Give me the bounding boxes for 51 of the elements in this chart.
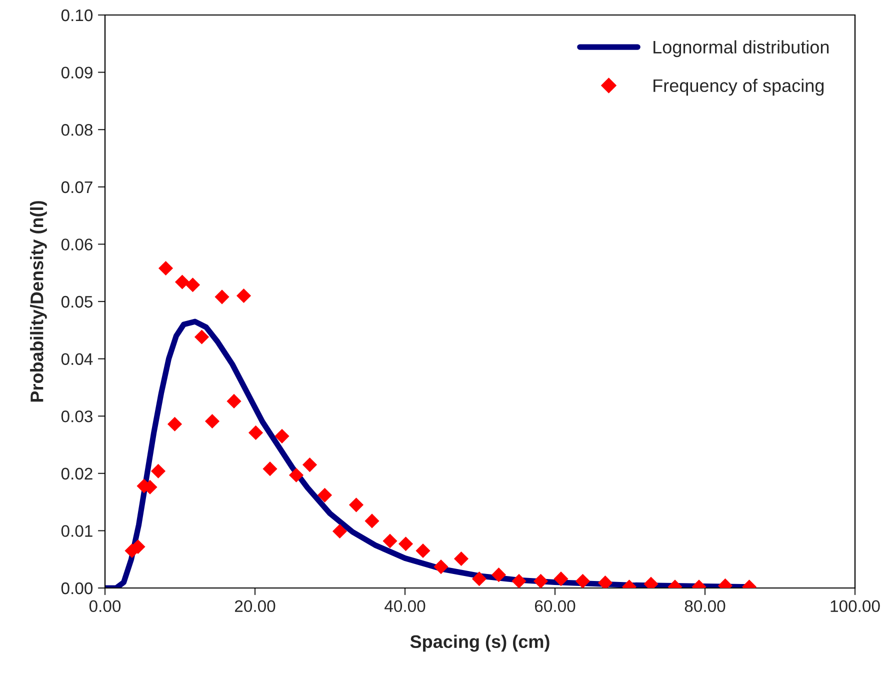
point: [454, 551, 469, 566]
point: [382, 534, 398, 548]
y-tick-label: 0.07: [61, 181, 92, 194]
point: [416, 543, 430, 558]
point: [174, 274, 190, 290]
y-axis-title: Probability/Density (n(l): [30, 201, 47, 402]
y-tick-label: 0.02: [61, 468, 92, 480]
x-tick-label: 20.00: [234, 600, 276, 612]
point: [554, 572, 568, 586]
legend-label: Frequency of spacing: [654, 78, 824, 96]
legend-label: Lognormal distribution: [654, 40, 829, 58]
point: [226, 394, 242, 408]
point: [288, 468, 304, 482]
point: [512, 574, 526, 588]
point: [204, 414, 220, 429]
y-tick-label: 0.05: [61, 296, 92, 308]
y-tick-label: 0.09: [61, 66, 92, 79]
point: [348, 498, 364, 512]
point: [364, 514, 380, 528]
point: [274, 428, 290, 444]
point: [575, 574, 590, 588]
point: [491, 568, 506, 582]
point: [158, 260, 174, 276]
point: [332, 524, 348, 539]
x-tick-label: 40.00: [384, 600, 426, 612]
y-tick-label: 0.10: [61, 9, 93, 22]
y-tick-label: 0.00: [61, 582, 93, 594]
point: [317, 488, 332, 502]
point: [236, 288, 252, 304]
point: [214, 290, 230, 304]
x-tick-label: 60.00: [534, 600, 576, 612]
y-tick-label: 0.06: [61, 238, 92, 250]
point: [262, 462, 278, 476]
point: [194, 330, 210, 344]
point: [302, 458, 318, 472]
x-tick-label: 80.00: [684, 600, 726, 612]
point: [398, 536, 414, 552]
y-tick-label: 0.08: [61, 124, 92, 136]
x-tick-label: 100.00: [830, 600, 880, 612]
y-tick-label: 0.01: [61, 525, 92, 537]
x-axis-title: Spacing (s) (cm): [410, 634, 550, 652]
point: [150, 464, 166, 478]
y-tick-label: 0.03: [61, 410, 92, 422]
point: [533, 574, 548, 588]
y-tick-label: 0.04: [61, 353, 93, 366]
point: [185, 278, 200, 292]
point: [248, 425, 264, 440]
point: [167, 416, 182, 432]
point: [472, 572, 487, 586]
point: [434, 560, 448, 574]
x-tick-label: 0.00: [89, 600, 121, 612]
